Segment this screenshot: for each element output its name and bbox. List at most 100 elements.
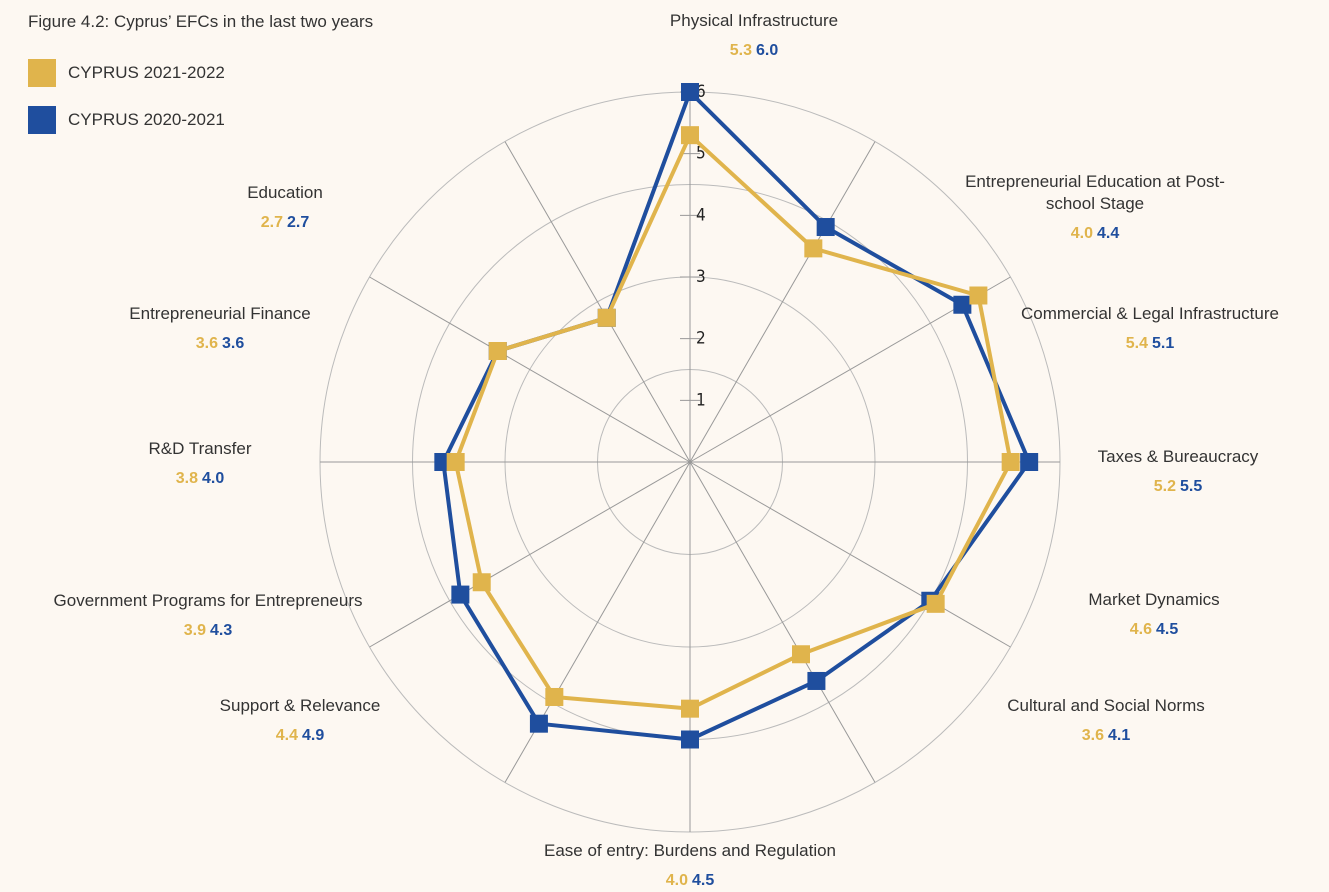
value-labels: 3.9 4.3 xyxy=(54,620,363,642)
value-labels: 4.0 4.4 xyxy=(965,223,1225,245)
category-label-group: Cultural and Social Norms 3.6 4.1 xyxy=(1007,695,1204,747)
value-label: 4.3 xyxy=(210,622,233,639)
category-label: Physical Infrastructure xyxy=(669,11,839,30)
value-label: 4.1 xyxy=(1108,727,1131,744)
point-marker xyxy=(446,453,465,471)
series-line xyxy=(441,90,1032,742)
value-label: 4.4 xyxy=(1097,225,1120,242)
category-label: Entrepreneurial Finance xyxy=(129,304,311,323)
point-marker xyxy=(1020,453,1039,471)
point-marker xyxy=(681,126,699,145)
value-label: 6.0 xyxy=(756,42,779,59)
value-labels: 4.0 4.5 xyxy=(544,870,836,892)
point-marker xyxy=(451,585,470,604)
value-label: 5.3 xyxy=(729,42,752,59)
category-label: Entrepreneurial Education at Post-school… xyxy=(965,172,1225,213)
spoke xyxy=(369,276,691,463)
series-line xyxy=(453,133,1013,711)
point-marker xyxy=(926,594,945,613)
tick-label: 5 xyxy=(696,144,706,164)
point-marker xyxy=(681,83,699,101)
spoke xyxy=(689,461,1011,648)
point-marker xyxy=(953,295,972,314)
legend-swatch xyxy=(28,106,56,134)
value-label: 5.2 xyxy=(1153,478,1176,495)
tick-label: 2 xyxy=(696,329,706,349)
value-label: 4.5 xyxy=(692,872,715,889)
value-label: 3.6 xyxy=(221,335,245,352)
legend-item: CYPRUS 2020-2021 xyxy=(28,106,225,134)
value-label: 5.1 xyxy=(1152,335,1175,352)
value-label: 3.9 xyxy=(183,622,206,639)
category-label: Ease of entry: Burdens and Regulation xyxy=(543,841,837,860)
category-label-group: Support & Relevance 4.4 4.9 xyxy=(220,695,381,747)
spoke xyxy=(504,141,691,463)
legend-label: CYPRUS 2020-2021 xyxy=(68,110,225,129)
value-labels: 5.4 5.1 xyxy=(1021,333,1279,355)
category-label-group: Entrepreneurial Education at Post-school… xyxy=(965,171,1225,245)
category-label: Commercial & Legal Infrastructure xyxy=(1021,304,1279,323)
point-marker xyxy=(472,573,491,592)
category-label: Education xyxy=(247,183,323,202)
category-label: Government Programs for Entrepreneurs xyxy=(53,591,363,610)
point-marker xyxy=(681,699,699,718)
value-labels: 5.3 6.0 xyxy=(670,40,838,62)
category-label-group: Education 2.7 2.7 xyxy=(247,182,323,234)
value-label: 4.6 xyxy=(1129,621,1152,638)
category-label: Market Dynamics xyxy=(1088,590,1220,609)
value-label: 3.6 xyxy=(1081,727,1104,744)
point-marker xyxy=(597,308,616,327)
chart-title: Figure 4.2: Cyprus’ EFCs in the last two… xyxy=(28,12,374,31)
value-label: 4.0 xyxy=(665,872,688,889)
value-label: 4.5 xyxy=(1156,621,1179,638)
value-label: 4.9 xyxy=(302,727,325,744)
point-marker xyxy=(488,342,507,360)
value-labels: 2.7 2.7 xyxy=(247,212,323,234)
value-labels: 4.6 4.5 xyxy=(1088,619,1219,641)
value-label: 4.0 xyxy=(1070,225,1093,242)
value-label: 3.6 xyxy=(195,335,218,352)
point-marker xyxy=(807,671,826,690)
category-label-group: Physical Infrastructure 5.3 6.0 xyxy=(670,10,838,62)
category-label-group: R&D Transfer 3.8 4.0 xyxy=(149,438,252,490)
point-marker xyxy=(816,218,835,237)
value-labels: 3.6 4.1 xyxy=(1007,725,1204,747)
point-marker xyxy=(792,645,810,664)
tick-label: 3 xyxy=(696,267,706,287)
category-label-group: Market Dynamics 4.6 4.5 xyxy=(1088,589,1219,641)
spoke xyxy=(369,461,691,648)
spoke xyxy=(689,461,876,783)
point-marker xyxy=(969,286,988,305)
category-label: Cultural and Social Norms xyxy=(1007,696,1205,715)
legend-swatch xyxy=(28,59,56,87)
value-label: 4.4 xyxy=(275,727,298,744)
category-label-group: Ease of entry: Burdens and Regulation 4.0… xyxy=(544,840,836,892)
category-label-group: Entrepreneurial Finance 3.6 3.6 xyxy=(129,303,310,355)
tick-label: 4 xyxy=(696,205,706,225)
legend-item: CYPRUS 2021-2022 xyxy=(28,59,225,87)
value-label: 4.0 xyxy=(201,470,225,487)
spoke xyxy=(689,141,876,463)
point-marker xyxy=(804,239,823,258)
value-labels: 5.2 5.5 xyxy=(1098,476,1259,498)
category-label-group: Taxes & Bureaucracy 5.2 5.5 xyxy=(1098,446,1259,498)
legend-label: CYPRUS 2021-2022 xyxy=(68,63,225,82)
category-label: Taxes & Bureaucracy xyxy=(1097,447,1259,466)
category-label-group: Commercial & Legal Infrastructure 5.4 5.1 xyxy=(1021,303,1279,355)
value-labels: 3.6 3.6 xyxy=(129,333,310,355)
tick-label: 6 xyxy=(696,82,706,102)
value-labels: 3.8 4.0 xyxy=(149,468,252,490)
point-marker xyxy=(545,687,564,706)
value-label: 2.7 xyxy=(260,214,283,231)
value-label: 5.4 xyxy=(1125,335,1148,352)
value-label: 2.7 xyxy=(287,214,310,231)
category-label: R&D Transfer xyxy=(148,439,252,458)
point-marker xyxy=(681,730,699,749)
value-label: 3.8 xyxy=(175,470,198,487)
value-label: 5.5 xyxy=(1179,478,1203,495)
point-marker xyxy=(1001,453,1020,471)
point-marker xyxy=(529,714,548,733)
category-label: Support & Relevance xyxy=(219,696,381,715)
